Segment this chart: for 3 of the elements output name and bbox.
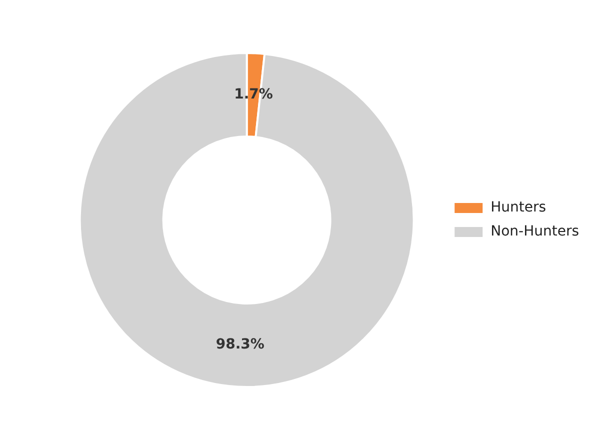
legend-label: Non-Hunters [490, 224, 579, 240]
data-label: 98.3% [216, 336, 264, 353]
legend-label: Hunters [490, 200, 546, 216]
